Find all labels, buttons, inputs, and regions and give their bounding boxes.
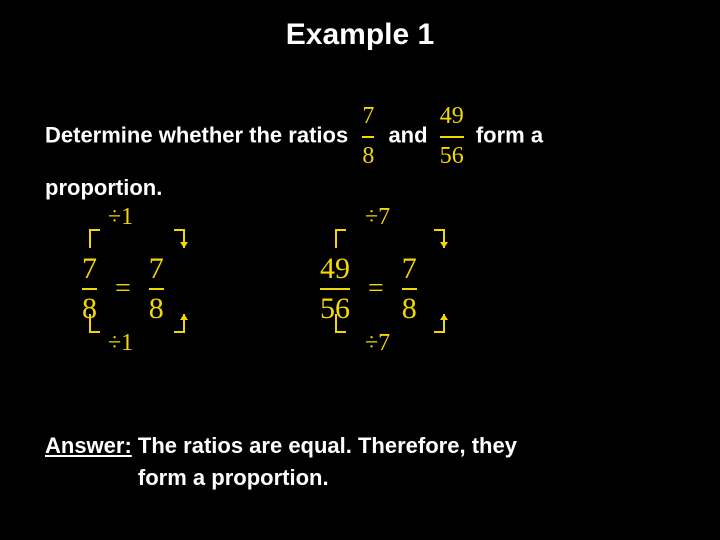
left-lhs-bar [82, 288, 97, 290]
right-lhs-num: 49 [320, 252, 350, 286]
left-lhs-num: 7 [82, 252, 97, 286]
problem-cont: proportion. [45, 175, 162, 200]
problem-after: form a [476, 122, 543, 147]
problem-mid: and [388, 122, 427, 147]
frac1-bar [362, 136, 374, 138]
right-lhs-bar [320, 288, 350, 290]
right-top-bracket [326, 220, 456, 250]
answer-label: Answer: [45, 433, 132, 458]
equals-sign: = [115, 273, 131, 305]
answer-line2: form a proportion. [138, 465, 329, 490]
right-rhs-num: 7 [402, 252, 417, 286]
fraction-1: 7 8 [362, 100, 374, 173]
fraction-2: 49 56 [440, 100, 464, 173]
problem-before: Determine whether the ratios [45, 122, 348, 147]
frac2-den: 56 [440, 140, 464, 174]
answer-block: Answer: The ratios are equal. Therefore,… [45, 430, 517, 494]
frac1-den: 8 [362, 140, 374, 174]
frac2-bar [440, 136, 464, 138]
left-rhs-num: 7 [149, 252, 164, 286]
equals-sign: = [368, 273, 384, 305]
frac2-num: 49 [440, 100, 464, 134]
answer-line1: The ratios are equal. Therefore, they [138, 433, 517, 458]
problem-statement: Determine whether the ratios 7 8 and 49 … [45, 100, 543, 204]
left-top-bracket [82, 220, 192, 250]
right-bottom-bracket [326, 312, 456, 342]
left-rhs-bar [149, 288, 164, 290]
right-rhs-bar [402, 288, 417, 290]
frac1-num: 7 [362, 100, 374, 134]
left-bottom-bracket [82, 312, 192, 342]
slide-title: Example 1 [0, 0, 720, 52]
